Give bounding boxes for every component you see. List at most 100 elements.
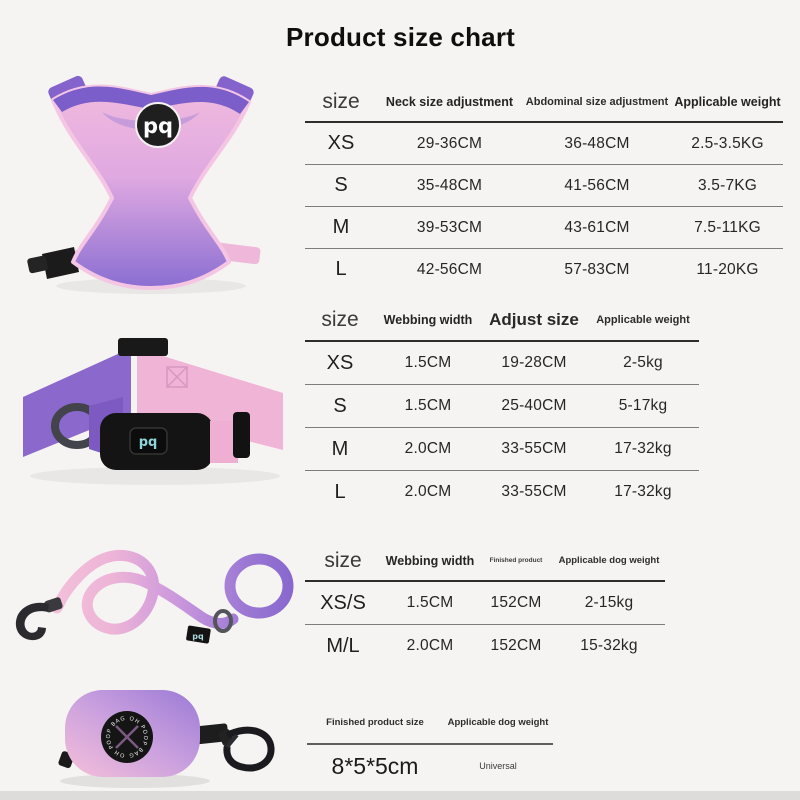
table-cell: 41-56CM (564, 176, 630, 194)
table-cell: 5-17kg (618, 397, 668, 414)
harness-image: pq (27, 75, 261, 294)
column-header: Webbing width (385, 553, 475, 568)
leash-handle-loop (224, 553, 294, 619)
table-row: S 1.5CM 25-40CM 5-17kg (305, 385, 699, 428)
poop-bag-strap (191, 723, 229, 745)
column-header: Applicable weight (674, 95, 781, 109)
column-header: Adjust size (489, 310, 579, 329)
table-cell: XS (327, 132, 355, 154)
column-header: size (321, 308, 359, 331)
table-cell: L (335, 258, 347, 280)
table-row: L 2.0CM 33-55CM 17-32kg (305, 471, 699, 513)
table-row: S 35-48CM 41-56CM 3.5-7KG (305, 165, 783, 207)
table-cell: 1.5CM (404, 397, 452, 414)
table-header-row: size Webbing width Adjust size Applicabl… (305, 300, 699, 342)
table-cell: 57-83CM (564, 260, 630, 278)
table-cell: M (332, 216, 350, 238)
collar-stitch-box (166, 366, 188, 388)
table-cell: S (334, 174, 348, 196)
table-cell: 3.5-7KG (697, 176, 758, 194)
table-row: M 39-53CM 43-61CM 7.5-11KG (305, 207, 783, 249)
leash-hook-swivel (44, 597, 63, 613)
table-row: M 2.0CM 33-55CM 17-32kg (305, 428, 699, 471)
column-header: size (324, 548, 362, 572)
table-cell: 2.0CM (404, 483, 452, 500)
table-row: XS 1.5CM 19-28CM 2-5kg (305, 342, 699, 385)
page-title: Product size chart (286, 22, 515, 52)
size-table-poop-bag: Finished product size Applicable dog wei… (307, 702, 553, 787)
carabiner-gate (225, 733, 239, 749)
poop-bag-image: OH POOP BAG OH POOP BAG (58, 690, 275, 788)
leash-o-ring (213, 609, 233, 633)
photo-edge-strip (0, 791, 800, 800)
poop-bag-slit (115, 725, 139, 749)
table-cell: 2.5-3.5KG (691, 134, 764, 152)
harness-neck-band (53, 86, 249, 114)
column-header: Neck size adjustment (385, 95, 514, 109)
table-cell: 33-55CM (501, 440, 567, 457)
table-cell: 17-32kg (614, 483, 672, 500)
table-cell: 29-36CM (416, 134, 483, 152)
leash-strap (51, 549, 239, 635)
column-header: Applicable weight (596, 314, 690, 326)
table-cell: XS/S (320, 591, 366, 614)
collar-slider (118, 338, 168, 356)
table-row: M/L 2.0CM 152CM 15-32kg (305, 625, 665, 667)
table-cell: 1.5CM (404, 354, 452, 371)
table-cell: 35-48CM (416, 176, 483, 194)
table-cell: 17-32kg (614, 440, 672, 457)
table-row: XS 29-36CM 36-48CM 2.5-3.5KG (305, 123, 783, 165)
table-cell: 1.5CM (406, 594, 454, 611)
size-table-collar: size Webbing width Adjust size Applicabl… (305, 300, 699, 513)
table-row: L 42-56CM 57-83CM 11-20KG (305, 249, 783, 290)
column-header: size (322, 90, 360, 113)
table-cell: L (334, 480, 346, 503)
table-header-row: size Neck size adjustment Abdominal size… (305, 83, 783, 123)
table-cell: M (331, 437, 349, 460)
table-row: 8*5*5cm Universal (307, 745, 553, 787)
table-cell: 11-20KG (696, 260, 759, 278)
carabiner-hook (223, 726, 275, 772)
table-header-row: Finished product size Applicable dog wei… (307, 702, 553, 745)
column-header: Finished product (489, 557, 543, 564)
table-cell: 19-28CM (501, 354, 567, 371)
table-cell: 43-61CM (564, 218, 630, 236)
table-cell: 42-56CM (416, 260, 483, 278)
table-cell: 2.0CM (404, 440, 452, 457)
column-header: Webbing width (383, 313, 473, 327)
harness-buckle-clip (27, 255, 48, 274)
table-cell: Universal (479, 761, 517, 771)
collar-image: pq (23, 338, 283, 485)
collar-buckle-logo-text: pq (139, 435, 158, 450)
table-cell: 33-55CM (501, 483, 567, 500)
table-cell: 25-40CM (501, 397, 567, 414)
leash-image: pq (15, 549, 294, 644)
collar-buckle-plate (129, 427, 168, 455)
leash-snap-hook (15, 602, 49, 641)
column-header: Abdominal size adjustment (525, 96, 669, 108)
harness-logo-badge (135, 102, 181, 148)
table-row: XS/S 1.5CM 152CM 2-15kg (305, 582, 665, 625)
table-header-row: size Webbing width Finished product Appl… (305, 541, 665, 582)
table-cell: 7.5-11KG (694, 218, 761, 236)
poop-bag-shadow (60, 774, 210, 788)
table-cell: 15-32kg (580, 637, 638, 654)
table-cell: 39-53CM (416, 218, 483, 236)
collar-shadow (30, 467, 280, 485)
table-cell: 36-48CM (564, 134, 630, 152)
table-cell: 2-15kg (584, 594, 634, 611)
table-cell: 2-5kg (623, 354, 663, 371)
size-table-leash: size Webbing width Finished product Appl… (305, 541, 665, 667)
size-table-harness: size Neck size adjustment Abdominal size… (305, 83, 783, 290)
leash-tag-logo-text: pq (192, 632, 204, 641)
table-cell: 152CM (490, 594, 542, 611)
leash-tag (186, 625, 211, 644)
table-cell: 8*5*5cm (331, 752, 419, 779)
harness-buckle (42, 247, 79, 279)
column-header: Finished product size (326, 717, 424, 728)
collar-left-band (23, 348, 131, 457)
table-cell: 152CM (490, 637, 542, 654)
harness-logo-text: pq (143, 114, 173, 138)
column-header: Applicable dog weight (447, 717, 549, 728)
